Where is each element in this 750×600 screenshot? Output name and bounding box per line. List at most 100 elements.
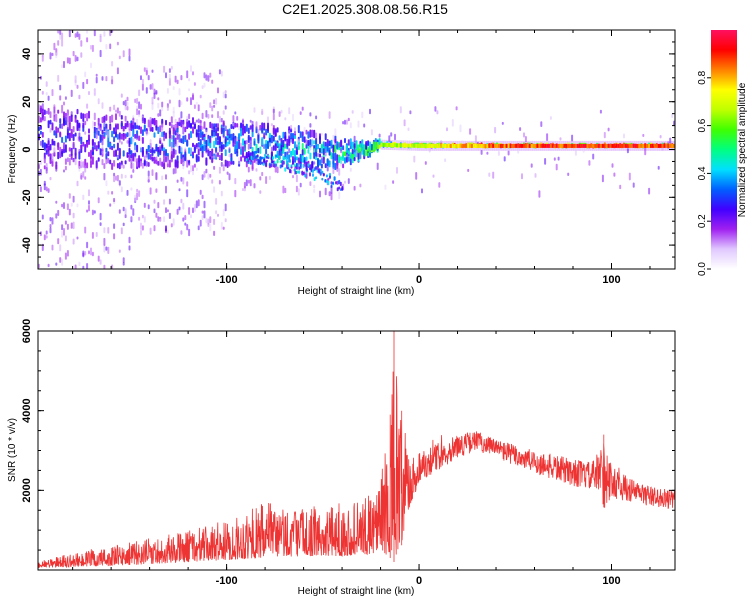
spectrogram-cell bbox=[521, 143, 524, 148]
spectrogram-cell bbox=[532, 143, 535, 148]
spectrogram-cell bbox=[459, 124, 462, 133]
spectrogram-cell bbox=[324, 133, 327, 141]
spectrogram-cell bbox=[262, 162, 265, 166]
spectrogram-cell bbox=[287, 167, 290, 170]
spectrogram-cell bbox=[116, 107, 119, 114]
spectrogram-cell bbox=[91, 251, 94, 257]
spectrogram-cell bbox=[324, 163, 327, 169]
spectrogram-cell bbox=[320, 132, 323, 136]
spectrogram-cell bbox=[57, 40, 60, 46]
spectrogram-cell bbox=[107, 190, 110, 195]
spectrogram-cell bbox=[478, 143, 481, 148]
spectrogram-cell bbox=[265, 143, 268, 150]
spectrogram-cell bbox=[140, 135, 142, 142]
spectrogram-cell bbox=[111, 145, 114, 151]
spectrogram-cell bbox=[574, 149, 577, 156]
spectrogram-cell bbox=[205, 74, 208, 81]
spectrogram-cell bbox=[201, 131, 204, 136]
spectrogram-cell bbox=[99, 148, 102, 156]
spectrogram-cell bbox=[213, 126, 216, 133]
spectrogram-cell bbox=[105, 128, 108, 136]
spectrogram-cell bbox=[511, 143, 514, 148]
spectrogram-cell bbox=[338, 168, 341, 176]
spectrogram-cell bbox=[109, 159, 112, 165]
spectrogram-cell bbox=[302, 171, 305, 176]
spectrogram-cell bbox=[319, 168, 322, 172]
spectrogram-cell bbox=[59, 146, 62, 154]
spectrogram-cell bbox=[215, 210, 218, 215]
spectrogram-cell bbox=[215, 147, 218, 152]
spectrogram-cell bbox=[245, 123, 248, 132]
spectrogram-cell bbox=[43, 142, 46, 151]
spectrogram-cell bbox=[249, 125, 252, 130]
spectrogram-cell bbox=[245, 179, 248, 187]
spectrogram-cell bbox=[141, 225, 144, 231]
spectrogram-cell bbox=[307, 149, 310, 154]
spectrogram-cell bbox=[213, 99, 216, 105]
spectrogram-cell bbox=[276, 159, 279, 163]
spectrogram-cell bbox=[165, 72, 167, 79]
spectrogram-cell bbox=[215, 129, 218, 136]
spectrogram-cell bbox=[165, 156, 167, 163]
spectrogram-cell bbox=[132, 162, 135, 170]
spectrogram-cell bbox=[349, 138, 352, 147]
spectrogram-cell bbox=[565, 143, 568, 148]
spectrogram-cell bbox=[140, 160, 142, 167]
spectrogram-cell bbox=[155, 172, 158, 180]
spectrogram-cell bbox=[109, 106, 112, 112]
spectrogram-cell bbox=[313, 151, 316, 159]
spectrogram-cell bbox=[378, 138, 381, 145]
spectrogram-cell bbox=[328, 150, 331, 156]
spectrogram-cell bbox=[248, 156, 251, 161]
spectrogram-cell bbox=[340, 139, 343, 147]
spectrogram-cell bbox=[217, 132, 219, 136]
spectrogram-cell bbox=[367, 140, 370, 146]
spectrogram-cell bbox=[39, 231, 42, 237]
spectrogram-cell bbox=[147, 145, 150, 153]
spectrogram-cell bbox=[172, 152, 175, 157]
spectrogram-cell bbox=[285, 161, 288, 165]
spectrogram-cell bbox=[39, 130, 42, 135]
spectrogram-cell bbox=[355, 150, 358, 158]
spectrogram-cell bbox=[274, 143, 277, 151]
spectrogram-cell bbox=[218, 166, 221, 174]
spectrogram-cell bbox=[625, 143, 628, 148]
spectrogram-cell bbox=[197, 118, 200, 124]
spectrogram-cell bbox=[230, 124, 233, 129]
spectrogram-cell bbox=[505, 143, 508, 148]
spectrogram-cell bbox=[257, 128, 260, 136]
spectrogram-ytick-label: -40 bbox=[21, 237, 33, 253]
snr-xtick-label: 0 bbox=[416, 575, 422, 587]
spectrogram-cell bbox=[203, 210, 206, 219]
spectrogram-cell bbox=[211, 158, 214, 164]
spectrogram-cell bbox=[338, 191, 341, 200]
spectrogram-cell bbox=[523, 143, 526, 148]
spectrogram-cell bbox=[220, 190, 223, 197]
spectrogram-cell bbox=[55, 213, 58, 219]
spectrogram-cell bbox=[97, 117, 100, 123]
spectrogram-cell bbox=[301, 143, 304, 150]
spectrogram-cell bbox=[344, 158, 346, 164]
spectrogram-cell bbox=[228, 173, 231, 181]
spectrogram-cell bbox=[124, 174, 127, 179]
spectrogram-cell bbox=[286, 151, 289, 155]
spectrogram-cell bbox=[357, 120, 360, 128]
spectrogram-ytick-label: 0 bbox=[21, 146, 33, 152]
spectrogram-cell bbox=[138, 163, 141, 169]
spectrogram-cell bbox=[259, 190, 262, 194]
spectrogram-cell bbox=[209, 72, 212, 78]
spectrogram-cell bbox=[182, 127, 185, 135]
spectrogram-cell bbox=[319, 153, 321, 158]
spectrogram-cell bbox=[236, 123, 239, 128]
spectrogram-cell bbox=[64, 113, 67, 121]
colorbar-tick-label: 0.0 bbox=[697, 262, 708, 276]
spectrogram-cell bbox=[296, 163, 299, 168]
spectrogram-cell bbox=[592, 153, 595, 160]
spectrogram-cell bbox=[217, 127, 219, 132]
spectrogram-cell bbox=[190, 164, 192, 173]
spectrogram-cell bbox=[501, 121, 504, 125]
spectrogram-cell bbox=[390, 143, 393, 147]
spectrogram-cell bbox=[153, 156, 156, 164]
spectrogram-cell bbox=[49, 153, 52, 160]
spectrogram-cell bbox=[143, 124, 146, 132]
